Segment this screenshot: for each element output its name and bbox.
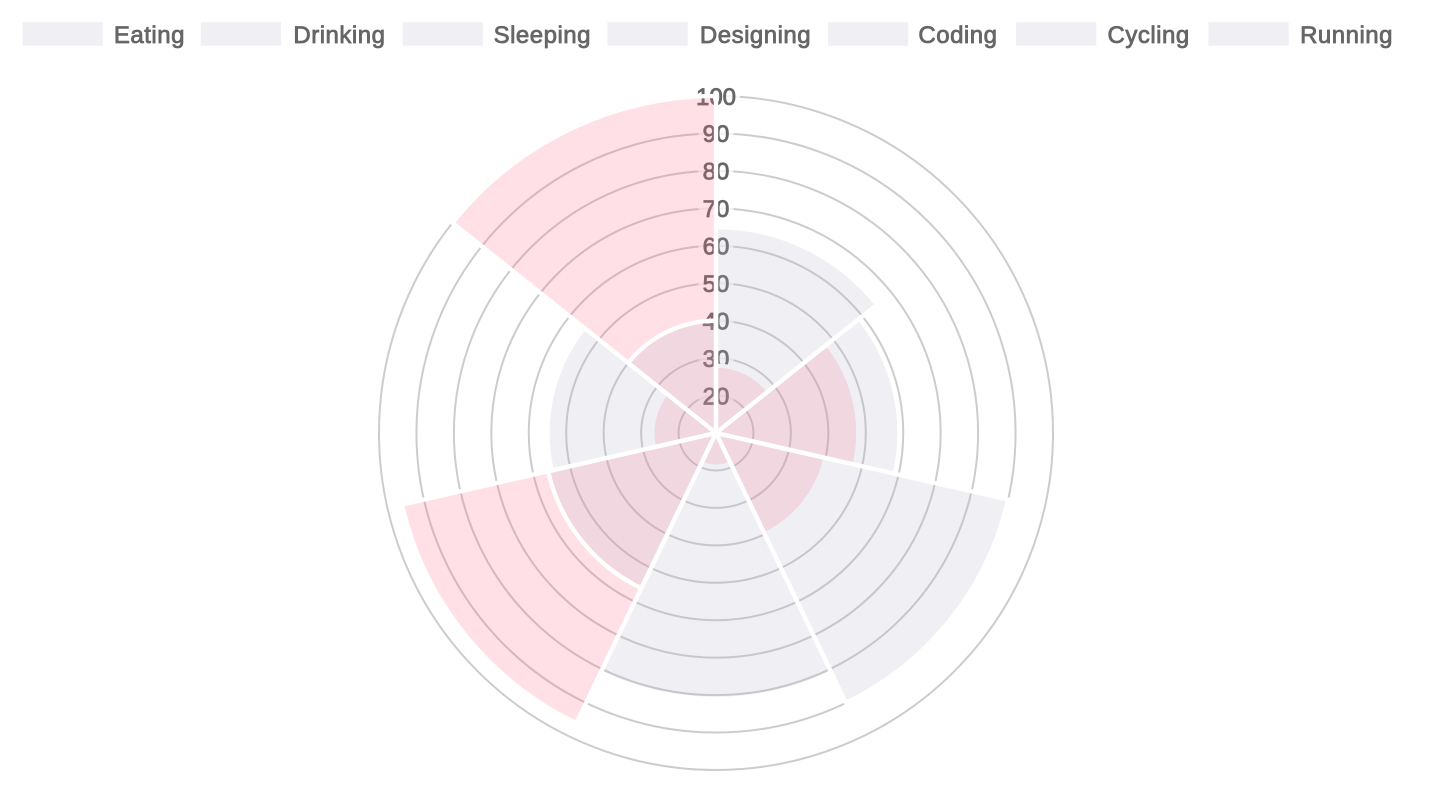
svg-text:Designing: Designing	[700, 22, 811, 49]
svg-text:Sleeping: Sleeping	[494, 22, 591, 49]
svg-text:Cycling: Cycling	[1108, 22, 1190, 49]
svg-text:Running: Running	[1300, 22, 1393, 49]
svg-text:Drinking: Drinking	[293, 22, 385, 49]
svg-text:Eating: Eating	[114, 22, 185, 49]
svg-text:Coding: Coding	[918, 22, 997, 49]
